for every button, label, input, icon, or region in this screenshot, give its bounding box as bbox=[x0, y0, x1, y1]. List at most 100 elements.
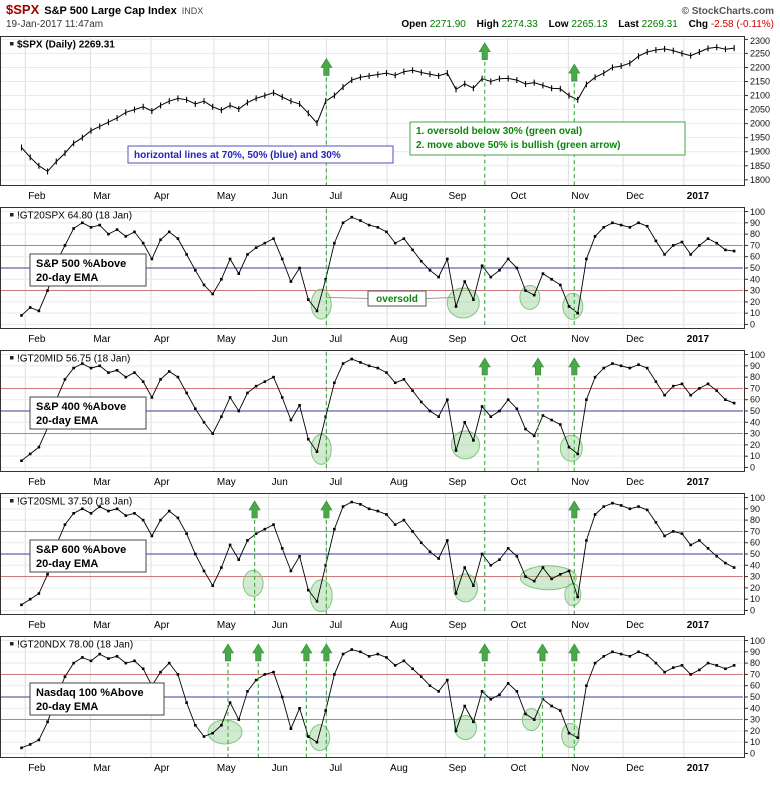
svg-text:30: 30 bbox=[750, 572, 760, 582]
month-label: Nov bbox=[571, 334, 589, 345]
month-label: Sep bbox=[449, 334, 467, 345]
oversold-oval bbox=[454, 715, 477, 740]
y-axis: 1800 1850 1900 1950 2000 2050 2100 2150 2200 2250… bbox=[744, 36, 770, 185]
high-label: High bbox=[476, 19, 499, 30]
x-axis-labels: Feb Mar Apr May Jun Jul Aug Sep Oct Nov Dec 2017 bbox=[28, 620, 709, 631]
month-label: Dec bbox=[626, 763, 644, 774]
svg-text:70: 70 bbox=[750, 383, 760, 393]
symbol: $SPX bbox=[6, 2, 40, 17]
oversold-oval bbox=[310, 433, 332, 465]
svg-text:90: 90 bbox=[750, 218, 760, 228]
low-value: 2265.13 bbox=[571, 19, 608, 30]
bullish-arrow-icon bbox=[221, 643, 234, 662]
oversold-oval bbox=[451, 430, 480, 460]
svg-text:50: 50 bbox=[750, 692, 760, 702]
bullish-arrow-icon bbox=[320, 57, 333, 76]
panel-label-box: Nasdaq 100 %Above 20-day EMA bbox=[29, 682, 165, 716]
svg-text:100: 100 bbox=[750, 636, 765, 646]
svg-text:90: 90 bbox=[750, 361, 760, 371]
open-label: Open bbox=[401, 19, 427, 30]
oversold-callout: oversold bbox=[326, 290, 456, 307]
low-label: Low bbox=[548, 19, 569, 30]
svg-text:2300: 2300 bbox=[750, 36, 770, 46]
title-row: $SPX S&P 500 Large Cap Index INDX © StockC… bbox=[6, 3, 774, 18]
svg-text:50: 50 bbox=[750, 406, 760, 416]
svg-text:70: 70 bbox=[750, 669, 760, 679]
panel-label-box: S&P 500 %Above 20-day EMA bbox=[29, 253, 147, 287]
month-label: 2017 bbox=[687, 620, 710, 631]
svg-text:0: 0 bbox=[750, 319, 755, 329]
svg-text:60: 60 bbox=[750, 538, 760, 548]
svg-text:oversold: oversold bbox=[376, 294, 418, 305]
svg-text:80: 80 bbox=[750, 229, 760, 239]
oversold-oval bbox=[207, 719, 243, 745]
svg-text:50: 50 bbox=[750, 263, 760, 273]
month-label: Aug bbox=[390, 763, 408, 774]
month-label: May bbox=[217, 620, 236, 631]
svg-text:S&P 500 %Above: S&P 500 %Above bbox=[36, 258, 126, 270]
month-label: Sep bbox=[449, 763, 467, 774]
series-marker-icon bbox=[10, 213, 14, 217]
svg-text:30: 30 bbox=[750, 286, 760, 296]
month-label: Sep bbox=[449, 191, 467, 202]
month-label: Feb bbox=[28, 763, 46, 774]
svg-text:2. move above 50% is bullish (: 2. move above 50% is bullish (green arro… bbox=[416, 140, 621, 151]
price-panel-container: 1800 1850 1900 1950 2000 2050 2100 2150 2200 2250… bbox=[0, 36, 780, 203]
svg-text:2150: 2150 bbox=[750, 77, 770, 87]
month-label: Aug bbox=[390, 620, 408, 631]
month-label: Oct bbox=[511, 477, 527, 488]
svg-text:1850: 1850 bbox=[750, 161, 770, 171]
svg-text:0: 0 bbox=[750, 748, 755, 758]
gt20mid-series bbox=[20, 357, 736, 463]
svg-text:20-day EMA: 20-day EMA bbox=[36, 701, 98, 713]
svg-text:100: 100 bbox=[750, 493, 765, 503]
bullish-arrow-icon bbox=[568, 643, 581, 662]
svg-text:2000: 2000 bbox=[750, 119, 770, 129]
panel-legend: !GT20SPX 64.80 (18 Jan) bbox=[10, 211, 132, 222]
month-label: Apr bbox=[154, 477, 170, 488]
svg-text:10: 10 bbox=[750, 737, 760, 747]
oversold-oval bbox=[521, 708, 541, 732]
panel-legend: !GT20MID 56.75 (18 Jan) bbox=[10, 354, 130, 365]
series-marker-icon bbox=[10, 42, 14, 46]
gt20ndx-panel-container: 0 10 20 30 40 50 60 70 80 90 100 Nasdaq 100 %Above 2… bbox=[0, 636, 780, 775]
month-label: Dec bbox=[626, 191, 644, 202]
panel-title: !GT20SML 37.50 (18 Jan) bbox=[17, 497, 132, 508]
svg-text:0: 0 bbox=[750, 462, 755, 472]
bullish-arrow-icon bbox=[478, 42, 491, 61]
panel-label-box: S&P 600 %Above 20-day EMA bbox=[29, 539, 147, 573]
svg-text:20: 20 bbox=[750, 583, 760, 593]
last-label: Last bbox=[618, 19, 639, 30]
month-label: Sep bbox=[449, 620, 467, 631]
svg-text:20: 20 bbox=[750, 726, 760, 736]
gt20sml-series bbox=[20, 500, 736, 607]
oversold-oval bbox=[242, 569, 264, 597]
chart-header: $SPX S&P 500 Large Cap Index INDX © StockC… bbox=[0, 0, 780, 32]
month-label: Jul bbox=[329, 620, 342, 631]
series-marker-icon bbox=[10, 499, 14, 503]
svg-text:10: 10 bbox=[750, 308, 760, 318]
svg-text:40: 40 bbox=[750, 560, 760, 570]
svg-text:1900: 1900 bbox=[750, 147, 770, 157]
bullish-arrow-icon bbox=[478, 643, 491, 662]
svg-text:2200: 2200 bbox=[750, 62, 770, 72]
panel-title: !GT20MID 56.75 (18 Jan) bbox=[17, 354, 130, 365]
quote-high: High 2274.33 bbox=[477, 19, 538, 30]
panel-title: $SPX (Daily) 2269.31 bbox=[17, 40, 115, 51]
bullish-arrow-icon bbox=[568, 500, 581, 519]
svg-text:horizontal lines at 70%, 50% (: horizontal lines at 70%, 50% (blue) and … bbox=[134, 150, 341, 161]
month-label: Mar bbox=[93, 191, 111, 202]
svg-text:80: 80 bbox=[750, 515, 760, 525]
index-name: S&P 500 Large Cap Index bbox=[44, 5, 177, 17]
month-label: 2017 bbox=[687, 763, 710, 774]
month-label: 2017 bbox=[687, 477, 710, 488]
month-label: Oct bbox=[511, 763, 527, 774]
month-label: Oct bbox=[511, 191, 527, 202]
panel-legend: !GT20SML 37.50 (18 Jan) bbox=[10, 497, 132, 508]
